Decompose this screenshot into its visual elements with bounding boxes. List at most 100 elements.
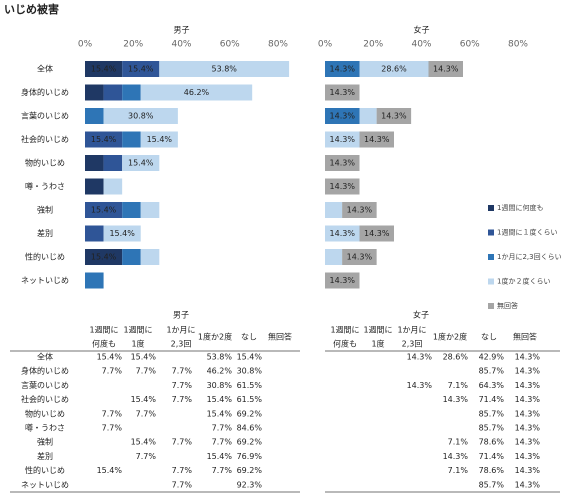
category-label: 全体 — [37, 64, 53, 74]
table-cell: 15.4% — [97, 353, 123, 362]
data-label: 14.3% — [330, 182, 356, 191]
x-tick-label: 20% — [123, 40, 143, 50]
table-cell: 14.3% — [515, 381, 541, 390]
bar-segment — [103, 178, 123, 195]
bar-segment — [122, 131, 141, 148]
table-cell: 28.6% — [443, 353, 469, 362]
table-cell: 85.7% — [479, 409, 505, 418]
data-label: 14.3% — [364, 229, 390, 238]
legend-swatch — [488, 278, 494, 285]
column-header: 1度か2度 — [198, 332, 232, 342]
column-header: 1か月に — [166, 326, 195, 335]
data-label: 15.4% — [91, 135, 117, 144]
table-cell: 61.5% — [237, 395, 263, 404]
table-cell: 14.3% — [515, 367, 541, 376]
column-header: 1週間に — [89, 326, 118, 335]
category-label: 強制 — [37, 205, 53, 215]
bar-segment — [85, 155, 104, 171]
bar-segment — [359, 108, 377, 124]
table-cell: 7.1% — [448, 381, 469, 390]
bar-segment — [140, 131, 178, 148]
table-cell: 92.3% — [237, 480, 263, 489]
bar-segment — [359, 131, 394, 148]
table-cell: 7.7% — [212, 466, 233, 475]
bar-segment — [325, 225, 360, 242]
data-label: 14.3% — [347, 206, 373, 215]
table-cell: 30.8% — [237, 367, 263, 376]
x-tick-label: 40% — [411, 40, 431, 50]
data-label: 14.3% — [347, 253, 373, 262]
table-cell: 7.7% — [172, 395, 193, 404]
x-tick-label: 40% — [171, 40, 191, 50]
table-cell: 15.4% — [97, 466, 123, 475]
data-label: 15.4% — [147, 135, 173, 144]
category-label: 身体的いじめ — [21, 87, 69, 97]
row-label: 社会的いじめ — [21, 394, 69, 404]
row-label: 差別 — [37, 451, 53, 461]
table-cell: 7.7% — [172, 381, 193, 390]
row-label: 物的いじめ — [25, 408, 65, 418]
table-cell: 46.2% — [207, 367, 233, 376]
row-label: 言葉のいじめ — [21, 380, 69, 390]
legend-label: 1度か２度くらい — [497, 277, 550, 286]
bar-segment — [122, 61, 160, 77]
bar-segment — [325, 84, 360, 101]
table-cell: 69.2% — [237, 466, 263, 475]
page-title: いじめ被害 — [4, 2, 59, 16]
column-header: 1度 — [371, 339, 384, 349]
category-label: 差別 — [37, 228, 53, 238]
data-label: 53.8% — [211, 65, 237, 74]
x-tick-label: 20% — [363, 40, 383, 50]
table-cell: 71.4% — [479, 452, 505, 461]
data-label: 15.4% — [91, 65, 117, 74]
bar-segment — [103, 108, 178, 124]
table-cell: 14.3% — [515, 452, 541, 461]
category-label: 社会的いじめ — [21, 134, 69, 144]
table-cell: 7.7% — [212, 424, 233, 433]
column-header: 1か月に — [397, 326, 426, 335]
data-label: 15.4% — [91, 253, 117, 262]
table-cell: 78.6% — [479, 466, 505, 475]
bar-segment — [325, 272, 360, 289]
table-cell: 7.7% — [172, 466, 193, 475]
data-label: 15.4% — [128, 159, 154, 168]
data-label: 14.3% — [330, 112, 356, 121]
column-header: 1度 — [131, 339, 144, 349]
table-cell: 7.7% — [136, 367, 157, 376]
bar-segment — [159, 61, 290, 77]
bar-segment — [140, 84, 253, 101]
x-tick-label: 0% — [78, 40, 93, 50]
table-cell: 14.3% — [407, 353, 433, 362]
table-cell: 15.4% — [207, 452, 233, 461]
x-tick-label: 60% — [460, 40, 480, 50]
bar-segment — [103, 155, 123, 171]
x-tick-label: 80% — [508, 40, 528, 50]
row-label: 強制 — [37, 437, 53, 447]
table-cell: 7.7% — [102, 367, 123, 376]
column-header: 1週間に — [330, 326, 359, 335]
table-cell: 7.7% — [212, 438, 233, 447]
table-cell: 14.3% — [515, 395, 541, 404]
legend-swatch — [488, 254, 494, 260]
table-cell: 7.7% — [172, 367, 193, 376]
column-header: 2,3回 — [171, 340, 192, 349]
table-cell: 61.5% — [237, 381, 263, 390]
data-label: 15.4% — [91, 206, 117, 215]
table-cell: 69.2% — [237, 438, 263, 447]
x-tick-label: 60% — [220, 40, 240, 50]
bar-segment — [122, 84, 141, 101]
column-header: 無回答 — [513, 332, 537, 342]
bar-segment — [85, 61, 123, 77]
table-cell: 7.7% — [102, 424, 123, 433]
table-cell: 7.7% — [136, 409, 157, 418]
table-cell: 42.9% — [479, 353, 505, 362]
data-label: 14.3% — [330, 159, 356, 168]
table-cell: 14.3% — [443, 452, 469, 461]
bar-segment — [85, 178, 104, 195]
data-label: 30.8% — [128, 112, 154, 121]
column-header: 1週間に — [123, 326, 152, 335]
bar-segment — [85, 108, 104, 124]
legend-label: 1週間に１度くらい — [497, 228, 557, 237]
table-cell: 15.4% — [131, 438, 157, 447]
row-label: 身体的いじめ — [21, 366, 69, 376]
